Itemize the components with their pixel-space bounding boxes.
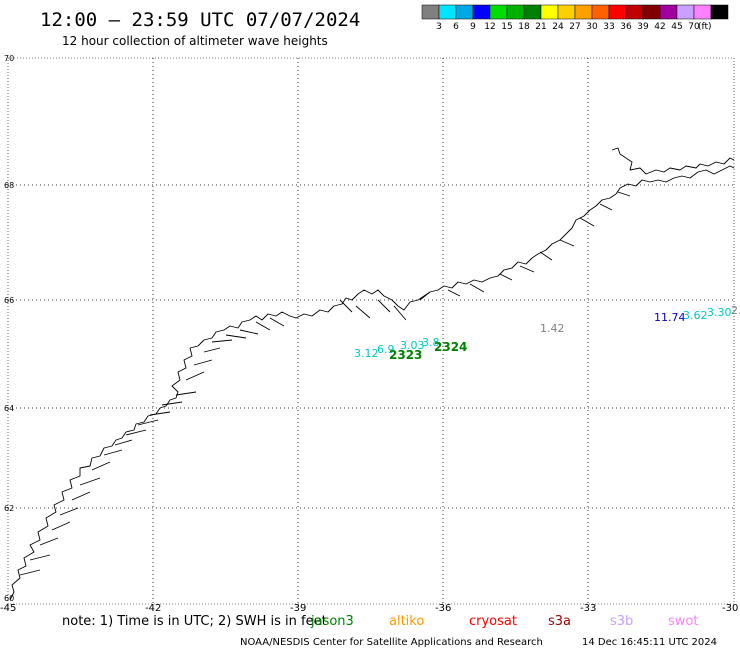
legend-tick-label: 9 [470, 22, 476, 32]
legend-swatch [489, 4, 508, 20]
legend-swatch [591, 4, 610, 20]
coastline-fjords [19, 191, 631, 576]
lon-label-42: -42 [145, 603, 161, 614]
map-subtitle: 12 hour collection of altimeter wave hei… [62, 34, 328, 48]
legend-swatch [455, 4, 474, 20]
legend-tick-label: 24 [552, 22, 564, 32]
legend-tick-label: 15 [501, 22, 512, 32]
pass-time-label: 2324 [434, 340, 467, 354]
legend-tick-label: 12 [484, 22, 495, 32]
coastline-north [611, 147, 735, 175]
pass-time-label: 2323 [389, 348, 422, 362]
swh-value: 6.9 [377, 343, 395, 356]
swh-value: 2. [731, 304, 740, 317]
lon-label-39: -39 [290, 603, 306, 614]
legend-tick-label: 30 [586, 22, 598, 32]
legend-tick-label: 21 [535, 22, 546, 32]
legend-tick-label: 45 [671, 22, 682, 32]
legend-tick-label: 18 [518, 22, 530, 32]
legend-swatch [676, 4, 695, 20]
swh-value: 3.62 [683, 309, 708, 322]
legend-unit-label: (ft) [698, 22, 712, 32]
swh-value: 3.03 [400, 339, 425, 352]
lat-label-60: 60 [4, 594, 14, 603]
swh-value: 1.42 [540, 322, 565, 335]
swh-value: 3.12 [354, 347, 379, 360]
wave-height-observations: 3.12 6.9 3.03 3.8 1.42 11.74 3.62 3.30 2… [354, 304, 740, 360]
legend-swatch [659, 4, 678, 20]
legend-swatch [557, 4, 576, 20]
legend-tick-label: 27 [569, 22, 580, 32]
coastline [9, 147, 735, 601]
legend-swatch [642, 4, 661, 20]
legend-tick-label: 3 [436, 22, 442, 32]
lat-label-62: 62 [4, 504, 14, 513]
lat-label-68: 68 [4, 181, 14, 190]
legend-swatch [693, 4, 712, 20]
lon-label-36: -36 [435, 603, 451, 614]
lat-label-64: 64 [4, 404, 14, 413]
legend-swatch [540, 4, 559, 20]
legend-swatch [506, 4, 525, 20]
legend-swatch [438, 4, 457, 20]
legend-swatch [574, 4, 593, 20]
color-scale-legend: 3 6 9 12 15 18 21 24 27 30 33 36 39 42 45 70(ft) [421, 4, 729, 32]
satellite-swot: swot [668, 614, 698, 629]
legend-swatch [710, 4, 729, 20]
map-title: 12:00 – 23:59 UTC 07/07/2024 [40, 9, 360, 31]
lat-label-66: 66 [4, 296, 14, 305]
legend-tick-label: 33 [603, 22, 614, 32]
swh-value: 3.30 [707, 306, 732, 319]
swh-value: 11.74 [654, 311, 686, 324]
lat-label-70: 70 [4, 54, 14, 63]
satellite-altiko: altiko [389, 614, 424, 629]
legend-tick-label: 36 [620, 22, 632, 32]
coastline-main [9, 165, 735, 601]
satellite-jason3: jason3 [310, 614, 354, 629]
legend-swatch [523, 4, 542, 20]
lon-label-45: -45 [0, 603, 16, 614]
lon-label-33: -33 [580, 603, 596, 614]
legend-swatch [421, 4, 440, 20]
legend-swatch [472, 4, 491, 20]
satellite-cryosat: cryosat [469, 614, 517, 629]
satellite-s3a: s3a [548, 614, 571, 629]
legend-tick-label: 39 [637, 22, 649, 32]
graticule [8, 58, 734, 604]
legend-tick-label: 70 [688, 22, 700, 32]
credit-line: NOAA/NESDIS Center for Satellite Applica… [240, 637, 543, 648]
lon-label-30: -30 [722, 603, 738, 614]
map-frame [7, 57, 735, 605]
legend-swatch [625, 4, 644, 20]
swh-value: 3.8 [422, 336, 440, 349]
legend-swatch [608, 4, 627, 20]
legend-tick-label: 42 [654, 22, 665, 32]
legend-tick-label: 6 [453, 22, 459, 32]
satellite-s3b: s3b [610, 614, 633, 629]
render-timestamp: 14 Dec 16:45:11 UTC 2024 [582, 637, 717, 648]
footer-note: note: 1) Time is in UTC; 2) SWH is in fe… [62, 614, 327, 629]
